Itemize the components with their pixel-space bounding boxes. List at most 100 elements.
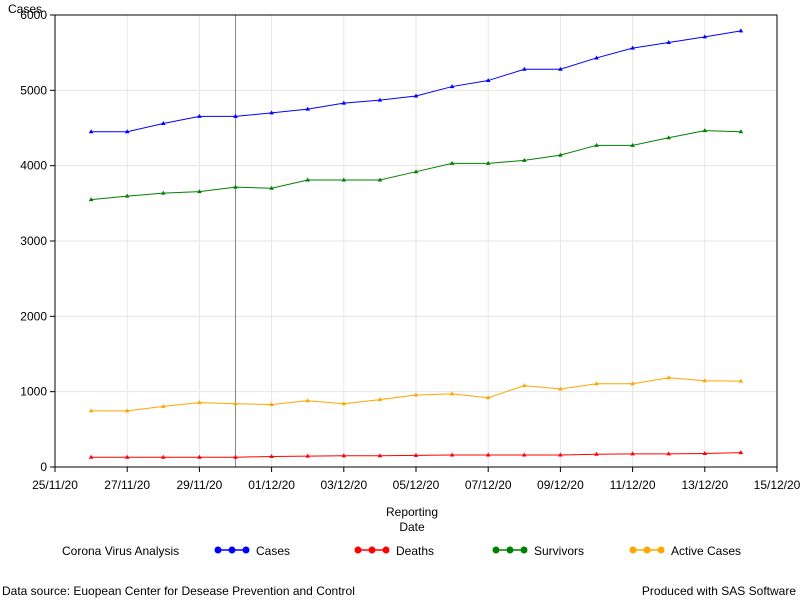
legend-swatch-survivors: [492, 546, 528, 554]
data-point-cases: [269, 110, 274, 115]
y-tick-label: 2000: [20, 309, 47, 323]
x-tick-label: 13/12/20: [681, 478, 728, 492]
data-point-active-cases: [269, 401, 274, 406]
data-point-survivors: [161, 190, 166, 195]
legend-swatch-marker: [506, 546, 514, 554]
legend-swatch-active-cases: [629, 546, 665, 554]
data-point-survivors: [630, 142, 635, 147]
data-point-survivors: [738, 129, 744, 134]
data-point-cases: [197, 113, 202, 118]
data-point-cases: [449, 84, 455, 89]
data-point-survivors: [702, 128, 708, 133]
series-active-cases: [88, 375, 744, 413]
legend-swatch-marker: [214, 546, 222, 554]
series-deaths: [88, 450, 744, 459]
y-tick-label: 1000: [20, 385, 47, 399]
series-layer: [88, 28, 744, 459]
y-tick-label: 0: [40, 460, 47, 474]
data-point-active-cases: [305, 398, 310, 403]
legend-label: Deaths: [396, 544, 435, 558]
data-point-deaths: [197, 454, 202, 459]
data-point-deaths: [666, 451, 671, 456]
data-point-deaths: [377, 453, 383, 458]
data-point-deaths: [702, 450, 708, 455]
data-point-cases: [558, 66, 563, 71]
x-tick-label: 09/12/20: [537, 478, 584, 492]
data-point-deaths: [738, 450, 744, 455]
data-point-active-cases: [341, 401, 347, 406]
legend-swatch-marker: [228, 546, 236, 554]
legend-item-active-cases: Active Cases: [629, 544, 741, 558]
data-point-survivors: [666, 135, 671, 140]
data-point-cases: [161, 120, 166, 125]
x-tick-label: 01/12/20: [248, 478, 295, 492]
data-point-survivors: [124, 193, 130, 198]
x-tick-label: 27/11/20: [104, 478, 150, 492]
y-tick-label: 4000: [20, 159, 47, 173]
x-tick-label: 05/12/20: [393, 478, 440, 492]
data-point-cases: [522, 66, 527, 71]
legend-swatch-marker: [657, 546, 665, 554]
data-point-active-cases: [666, 375, 671, 380]
data-point-active-cases: [161, 403, 166, 408]
data-source-note: Data source: Euopean Center for Desease …: [2, 584, 355, 598]
x-tick-label: 15/12/20: [754, 478, 800, 492]
data-point-cases: [341, 100, 347, 105]
data-point-active-cases: [558, 386, 563, 391]
data-point-deaths: [161, 454, 166, 459]
produced-by-note: Produced with SAS Software: [641, 584, 796, 598]
legend-swatch-marker: [368, 546, 376, 554]
legend-swatch-marker: [492, 546, 500, 554]
data-point-active-cases: [630, 381, 635, 386]
data-point-deaths: [558, 452, 563, 457]
data-point-deaths: [88, 454, 94, 459]
data-point-cases: [630, 45, 635, 50]
data-point-active-cases: [233, 401, 238, 406]
data-point-cases: [233, 113, 238, 118]
data-point-cases: [485, 78, 491, 83]
legend-item-survivors: Survivors: [492, 544, 584, 558]
series-cases: [88, 28, 744, 134]
x-tick-label: 03/12/20: [320, 478, 367, 492]
data-point-survivors: [269, 185, 274, 190]
data-point-deaths: [269, 453, 274, 458]
data-point-active-cases: [738, 378, 744, 383]
legend-swatch-marker: [643, 546, 651, 554]
data-point-deaths: [413, 452, 419, 457]
data-point-deaths: [522, 452, 527, 457]
data-point-deaths: [341, 453, 347, 458]
y-axis-label: Cases: [8, 2, 42, 16]
legend-swatch-cases: [214, 546, 250, 554]
data-point-cases: [305, 106, 310, 111]
legend-item-deaths: Deaths: [354, 544, 434, 558]
y-tick-label: 6000: [20, 8, 47, 22]
legend-item-cases: Cases: [214, 544, 290, 558]
data-point-active-cases: [594, 381, 599, 386]
data-point-survivors: [522, 157, 527, 162]
data-point-cases: [666, 39, 671, 44]
x-axis-label-line-2: Date: [399, 520, 425, 534]
x-tick-label: 25/11/20: [32, 478, 78, 492]
data-point-cases: [88, 129, 94, 134]
data-point-active-cases: [449, 391, 455, 396]
legend-swatch-marker: [354, 546, 362, 554]
axes: 0 1000 2000 3000 4000 5000 6000 25/11/20 27/11/2…: [20, 8, 800, 492]
legend-title: Corona Virus Analysis: [62, 544, 180, 558]
legend-swatch-marker: [382, 546, 390, 554]
data-point-cases: [377, 97, 383, 102]
data-point-deaths: [233, 454, 238, 459]
data-point-active-cases: [702, 378, 708, 383]
data-point-survivors: [377, 177, 383, 182]
data-point-active-cases: [377, 397, 383, 402]
grid-lines: [54, 14, 778, 468]
data-point-deaths: [594, 451, 599, 456]
data-point-cases: [413, 93, 419, 98]
data-point-survivors: [197, 189, 202, 194]
data-point-survivors: [485, 160, 491, 165]
data-point-survivors: [449, 160, 455, 165]
x-tick-label: 11/12/20: [610, 478, 656, 492]
data-point-survivors: [341, 177, 347, 182]
data-point-deaths: [124, 454, 130, 459]
data-point-active-cases: [485, 395, 491, 400]
